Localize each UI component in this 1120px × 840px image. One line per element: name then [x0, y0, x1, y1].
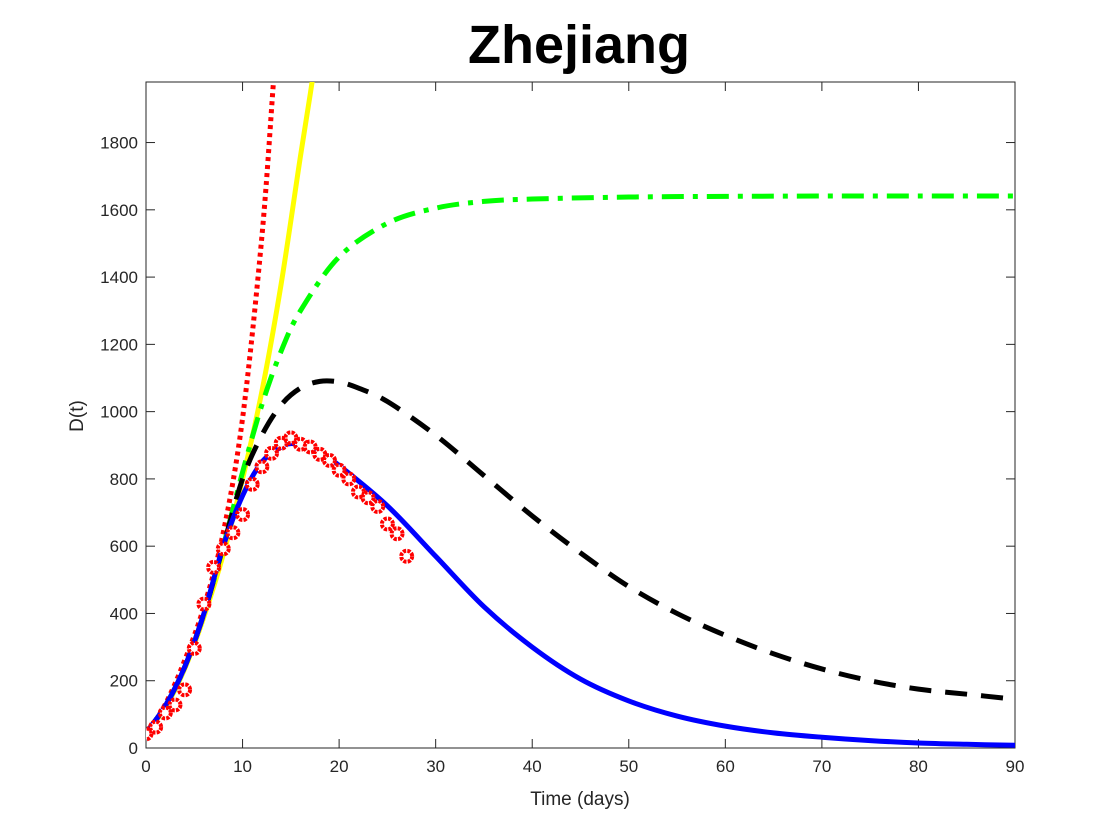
y-tick-label: 400 [110, 604, 138, 623]
data-markers [146, 430, 415, 742]
data-point-marker [244, 476, 260, 492]
y-axis-label: D(t) [67, 400, 88, 432]
x-tick-label: 10 [233, 757, 252, 776]
y-tick-label: 0 [129, 739, 138, 758]
data-point-marker [399, 548, 415, 564]
plot-frame [145, 81, 1016, 749]
chart-title: Zhejiang [468, 15, 690, 75]
plot-area: 0 10 20 30 40 50 60 70 80 90 0 200 400 600 800 1000 1200… [100, 81, 1025, 776]
data-point-marker [177, 682, 193, 698]
data-point-marker [225, 525, 241, 541]
data-point-marker [264, 445, 280, 461]
data-point-marker [196, 596, 212, 612]
data-point-marker [331, 462, 347, 478]
data-point-marker [148, 719, 164, 735]
data-point-marker [360, 490, 376, 506]
data-point-marker [206, 559, 222, 575]
data-point-marker [235, 507, 251, 523]
y-tick-label: 1000 [100, 403, 138, 422]
data-point-marker [157, 705, 173, 721]
x-tick-label: 60 [716, 757, 735, 776]
x-tick-label: 20 [330, 757, 349, 776]
data-point-marker [350, 484, 366, 500]
x-tick-label: 30 [426, 757, 445, 776]
x-tick-label: 50 [619, 757, 638, 776]
x-axis-label: Time (days) [530, 789, 630, 810]
data-point-marker [370, 498, 386, 514]
x-tick-label: 40 [523, 757, 542, 776]
x-tick-label: 80 [909, 757, 928, 776]
y-tick-label: 600 [110, 537, 138, 556]
y-tick-label: 200 [110, 672, 138, 691]
x-tick-label: 90 [1006, 757, 1025, 776]
data-point-marker [302, 439, 318, 455]
y-tick-label: 1200 [100, 335, 138, 354]
y-tick-label: 1600 [100, 201, 138, 220]
y-tick-label: 1400 [100, 268, 138, 287]
data-point-marker [167, 697, 183, 713]
data-point-marker [321, 452, 337, 468]
x-tick-label: 0 [141, 757, 150, 776]
data-point-marker [389, 526, 405, 542]
data-point-marker [312, 446, 328, 462]
data-point-marker [283, 430, 299, 446]
data-point-marker [341, 471, 357, 487]
series-group [146, 82, 1015, 748]
series-line-dashed-3 [146, 378, 1015, 735]
x-tick-label: 70 [812, 757, 831, 776]
data-point-marker [215, 541, 231, 557]
y-tick-label: 800 [110, 470, 138, 489]
y-tick-label: 1800 [100, 134, 138, 153]
data-point-marker [379, 516, 395, 532]
data-point-marker [186, 640, 202, 656]
data-point-marker [254, 459, 270, 475]
